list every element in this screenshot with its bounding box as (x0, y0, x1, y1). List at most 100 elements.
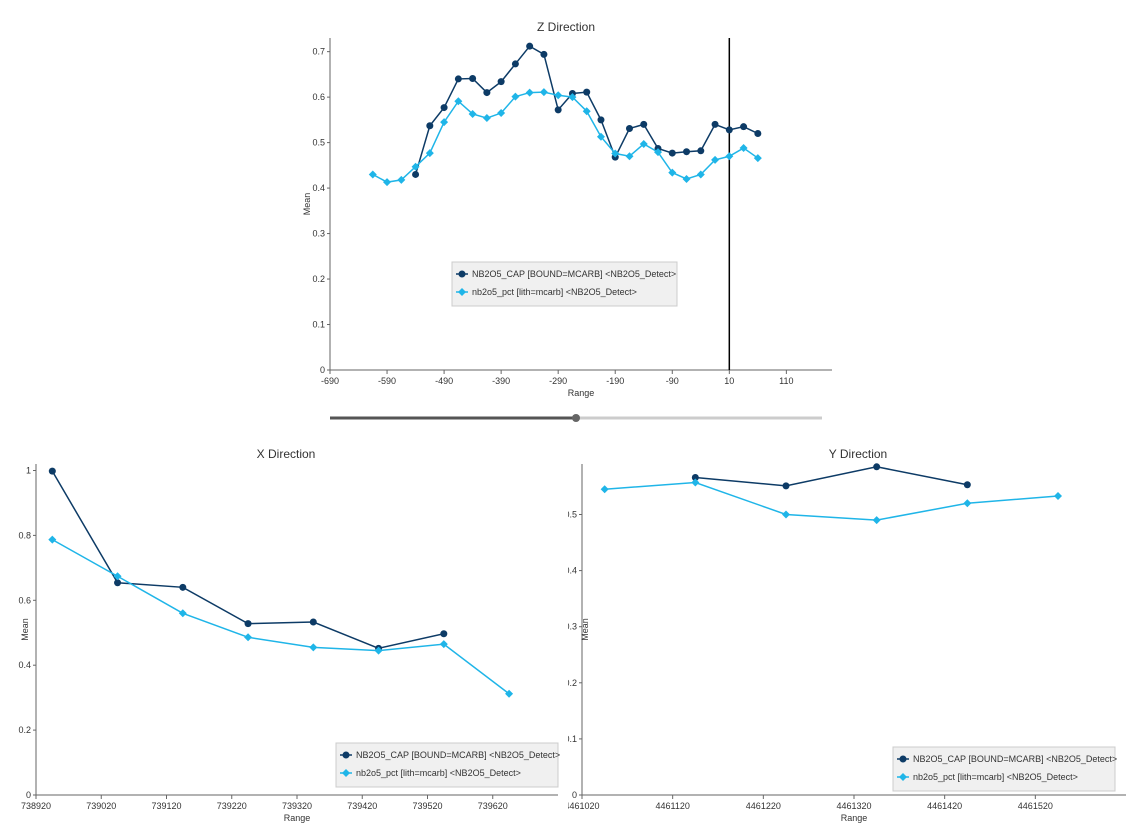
data-point (725, 152, 734, 161)
data-point (525, 88, 534, 97)
x-tick-label: 4461320 (836, 801, 871, 811)
data-point (468, 109, 477, 118)
x-tick-label: -590 (378, 376, 396, 386)
data-point (668, 149, 676, 157)
data-point (625, 125, 633, 133)
data-point (412, 170, 420, 178)
data-point (639, 139, 648, 148)
x-tick-label: 4461120 (655, 801, 689, 811)
x-tick-label: 4461020 (568, 801, 600, 811)
data-point (425, 149, 434, 158)
data-point (691, 473, 699, 481)
x-axis-label: Range (568, 388, 595, 398)
legend-entry: NB2O5_CAP [BOUND=MCARB] <NB2O5_Detect> (472, 269, 676, 279)
chart-title: Z Direction (537, 20, 595, 34)
data-point (309, 643, 318, 652)
y-tick-label: 0.4 (312, 183, 325, 193)
y-tick-label: 0.5 (312, 138, 325, 148)
y-tick-label: 0.2 (18, 725, 31, 735)
legend-entry: NB2O5_CAP [BOUND=MCARB] <NB2O5_Detect> (356, 750, 560, 760)
data-point (1054, 491, 1062, 500)
data-point (963, 481, 971, 489)
range-slider[interactable] (0, 400, 1136, 440)
data-point (439, 640, 448, 649)
x-tick-label: -490 (435, 376, 453, 386)
data-point (383, 178, 392, 187)
data-point (454, 97, 463, 106)
slider-handle[interactable] (572, 414, 580, 422)
x-axis-label: Range (841, 813, 868, 823)
data-point (611, 149, 620, 158)
data-point (568, 93, 577, 102)
data-point (740, 123, 748, 131)
data-point (440, 118, 449, 127)
legend: NB2O5_CAP [BOUND=MCARB] <NB2O5_Detect>nb… (892, 746, 1117, 792)
data-point (600, 485, 609, 494)
y-tick-label: 0.3 (312, 229, 325, 239)
data-point (711, 120, 719, 128)
data-point (469, 74, 477, 82)
data-point (497, 109, 506, 118)
legend-marker (342, 751, 350, 759)
data-point (582, 107, 591, 116)
y-axis-label: Mean (302, 193, 312, 216)
data-point (711, 155, 720, 164)
chart-y-direction: Y Direction 4461020 4461120 4461220 4461320 4… (568, 447, 1126, 823)
x-tick-label: 738920 (21, 801, 51, 811)
y-tick-label: 1 (26, 465, 31, 475)
data-point (178, 609, 187, 618)
legend-entry: NB2O5_CAP [BOUND=MCARB] <NB2O5_Detect> (913, 754, 1117, 764)
data-point (682, 174, 691, 183)
legend-marker (899, 773, 907, 781)
y-tick-label: 0 (26, 790, 31, 800)
data-point (539, 88, 548, 97)
data-point (697, 147, 705, 155)
data-point (440, 104, 448, 112)
chart-x-direction: X Direction 738920 739020 739120 739220 73932… (18, 447, 560, 823)
legend: NB2O5_CAP [BOUND=MCARB] <NB2O5_Detect>nb… (451, 261, 678, 307)
data-point (554, 106, 562, 114)
data-point (526, 42, 534, 50)
legend-box (451, 261, 678, 307)
legend-entry: nb2o5_pct [lith=mcarb] <NB2O5_Detect> (913, 772, 1078, 782)
data-point (739, 144, 748, 153)
data-point (782, 510, 790, 519)
data-point (397, 175, 406, 184)
data-point (691, 478, 700, 487)
x-tick-label: -90 (666, 376, 679, 386)
x-tick-label: 110 (779, 376, 793, 386)
data-point (654, 148, 663, 157)
y-tick-label: 0.6 (312, 92, 325, 102)
data-point (782, 482, 790, 490)
data-point (454, 75, 462, 83)
chart-title: Y Direction (829, 447, 887, 461)
data-point (48, 535, 57, 544)
x-tick-label: 4461420 (927, 801, 962, 811)
x-tick-label: 739420 (347, 801, 377, 811)
data-point (640, 120, 648, 128)
data-point (374, 646, 383, 655)
x-tick-label: -690 (321, 376, 339, 386)
series-line-0 (695, 466, 968, 487)
legend-marker (458, 270, 466, 278)
legend-box (892, 746, 1116, 792)
x-tick-label: 739120 (151, 801, 181, 811)
data-point (753, 154, 762, 163)
data-point (497, 78, 505, 86)
x-tick-label: 739320 (282, 801, 312, 811)
chart-title: X Direction (257, 447, 316, 461)
y-tick-label: 0.6 (18, 595, 31, 605)
x-tick-label: -290 (549, 376, 567, 386)
y-tick-label: 0.2 (312, 274, 325, 284)
y-tick-label: 0.7 (312, 47, 325, 57)
data-point (244, 620, 252, 628)
data-point (179, 583, 187, 591)
y-tick-label: 0.4 (568, 566, 577, 576)
data-point (113, 572, 122, 581)
data-point (482, 114, 491, 123)
y-tick-label: 0 (572, 790, 577, 800)
data-point (368, 170, 377, 179)
x-tick-label: 10 (724, 376, 734, 386)
y-axis-label: Mean (580, 618, 590, 641)
x-tick-label: -190 (606, 376, 624, 386)
